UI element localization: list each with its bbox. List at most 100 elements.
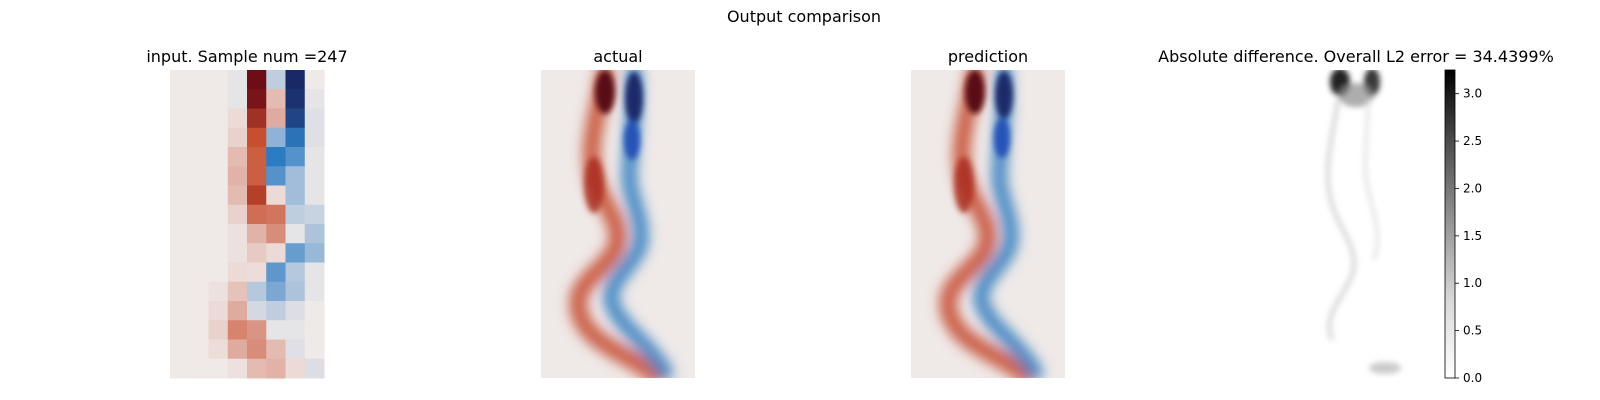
- input-cell: [170, 204, 190, 225]
- input-cell: [247, 339, 267, 360]
- input-cell: [208, 224, 229, 244]
- input-cell: [208, 166, 229, 186]
- colorbar-tick-label: 0.0: [1463, 371, 1482, 385]
- prediction-heatmap: [911, 70, 1065, 378]
- input-cell: [247, 70, 267, 90]
- input-cell: [304, 147, 325, 167]
- input-cell: [266, 243, 286, 263]
- input-cell: [227, 204, 248, 225]
- input-cell: [189, 224, 209, 244]
- input-cell: [170, 166, 190, 186]
- input-cell: [227, 70, 248, 90]
- input-cell: [285, 185, 306, 206]
- input-cell: [285, 147, 306, 167]
- colorbar: 0.0 0.5 1.0 1.5 2.0 2.5 3.0: [1444, 69, 1482, 385]
- input-cell: [266, 281, 286, 302]
- input-cell: [304, 166, 325, 186]
- figure-suptitle: Output comparison: [727, 7, 881, 26]
- input-cell: [247, 204, 267, 225]
- input-cell: [285, 281, 306, 302]
- input-cell: [266, 147, 286, 167]
- input-cell: [189, 89, 209, 109]
- input-cell: [285, 108, 306, 129]
- input-cell: [189, 185, 209, 206]
- input-cell: [304, 185, 325, 206]
- input-cell: [189, 320, 209, 340]
- input-cell: [170, 320, 190, 340]
- input-cell: [227, 301, 248, 321]
- input-cell: [247, 301, 267, 321]
- input-cell: [227, 166, 248, 186]
- prediction-blue-mid-core: [994, 118, 1010, 158]
- input-cell: [189, 301, 209, 321]
- input-cell: [266, 108, 286, 129]
- input-cell: [227, 185, 248, 206]
- input-cell: [227, 358, 248, 379]
- input-cell: [266, 224, 286, 244]
- input-cell: [285, 89, 306, 109]
- input-cell: [304, 281, 325, 302]
- input-cell: [247, 166, 267, 186]
- input-cell: [227, 339, 248, 360]
- input-cell: [304, 358, 325, 379]
- input-cell: [170, 358, 190, 379]
- input-cell: [189, 243, 209, 263]
- input-cell: [304, 70, 325, 90]
- input-cell: [285, 320, 306, 340]
- input-cell: [170, 301, 190, 321]
- colorbar-tick-label: 2.0: [1463, 181, 1482, 195]
- input-cell: [170, 224, 190, 244]
- actual-heatmap: [541, 70, 695, 378]
- input-cell: [227, 281, 248, 302]
- input-cell: [266, 70, 286, 90]
- difference-background: [1281, 70, 1435, 378]
- colorbar-tick-label: 1.5: [1463, 229, 1482, 243]
- input-cell: [266, 262, 286, 283]
- input-cell: [247, 185, 267, 206]
- input-cell: [170, 127, 190, 148]
- prediction-dark-red-core: [965, 70, 985, 114]
- input-cell: [189, 262, 209, 283]
- input-cell: [170, 70, 190, 90]
- input-cell: [189, 358, 209, 379]
- difference-light-trail-2: [1363, 99, 1380, 261]
- input-cell: [170, 339, 190, 360]
- colorbar-tick-label: 2.5: [1463, 134, 1482, 148]
- input-cell: [208, 185, 229, 206]
- input-cell: [170, 147, 190, 167]
- panel-title-prediction: prediction: [948, 47, 1028, 66]
- input-cell: [208, 339, 229, 360]
- input-cell: [285, 204, 306, 225]
- actual-dark-red-core: [595, 70, 615, 114]
- difference-light-trail-1: [1325, 99, 1357, 341]
- input-cell: [227, 127, 248, 148]
- input-cell: [170, 89, 190, 109]
- input-cell: [208, 108, 229, 129]
- input-cell: [266, 358, 286, 379]
- input-cell: [247, 89, 267, 109]
- prediction-red-vortex-trail: [939, 70, 1034, 378]
- input-cell: [227, 147, 248, 167]
- panel-title-difference: Absolute difference. Overall L2 error = …: [1158, 47, 1554, 66]
- input-cell: [208, 281, 229, 302]
- input-cell: [208, 262, 229, 283]
- input-cell: [208, 204, 229, 225]
- input-cell: [208, 320, 229, 340]
- difference-bottom-spot: [1369, 362, 1401, 374]
- input-cell: [189, 108, 209, 129]
- input-cell: [285, 339, 306, 360]
- colorbar-ticks: 0.0 0.5 1.0 1.5 2.0 2.5 3.0: [1455, 87, 1482, 385]
- input-cell: [227, 224, 248, 244]
- input-cell: [247, 108, 267, 129]
- input-cell: [247, 224, 267, 244]
- input-cell: [304, 89, 325, 109]
- input-cell: [266, 301, 286, 321]
- input-cell: [285, 166, 306, 186]
- input-cell: [189, 339, 209, 360]
- prediction-red-mid-core: [954, 157, 974, 213]
- input-cell: [247, 243, 267, 263]
- input-cell: [266, 89, 286, 109]
- actual-red-mid-core: [584, 157, 604, 213]
- input-cell: [266, 166, 286, 186]
